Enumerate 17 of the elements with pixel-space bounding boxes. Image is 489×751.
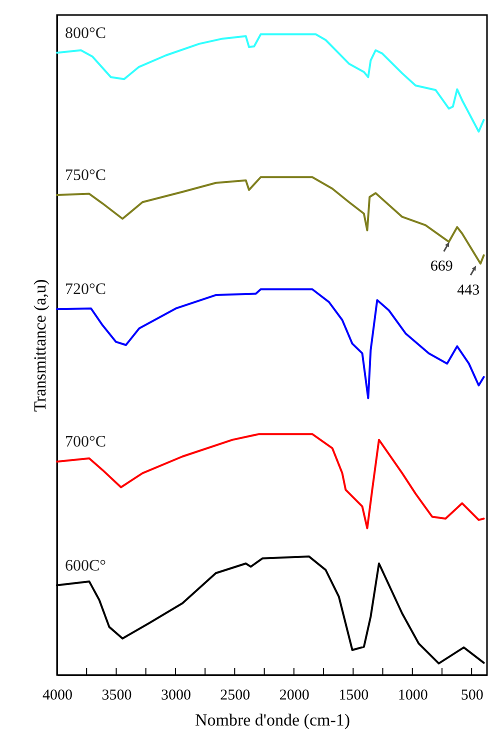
x-tick-label: 3000 <box>160 688 191 704</box>
annotation: 443 <box>457 282 480 298</box>
x-tick-label: 2500 <box>220 688 250 704</box>
x-tick-label: 1500 <box>338 688 369 704</box>
series-label: 800°C <box>65 24 106 42</box>
series-label: 600C° <box>65 557 106 574</box>
x-tick-label: 3500 <box>102 688 132 704</box>
x-tick-label: 500 <box>460 688 484 704</box>
x-axis-title: Nombre d'onde (cm-1) <box>194 710 350 730</box>
series-label: 720°C <box>65 281 106 298</box>
y-axis-title: Transmittance (a,u) <box>30 279 50 412</box>
x-tick-label: 4000 <box>42 688 72 704</box>
series-label: 750°C <box>65 167 106 184</box>
annotation: 669 <box>430 258 453 275</box>
x-tick-label: 1000 <box>398 688 428 704</box>
x-tick-label: 2000 <box>279 688 310 704</box>
series-label: 700°C <box>65 434 106 451</box>
